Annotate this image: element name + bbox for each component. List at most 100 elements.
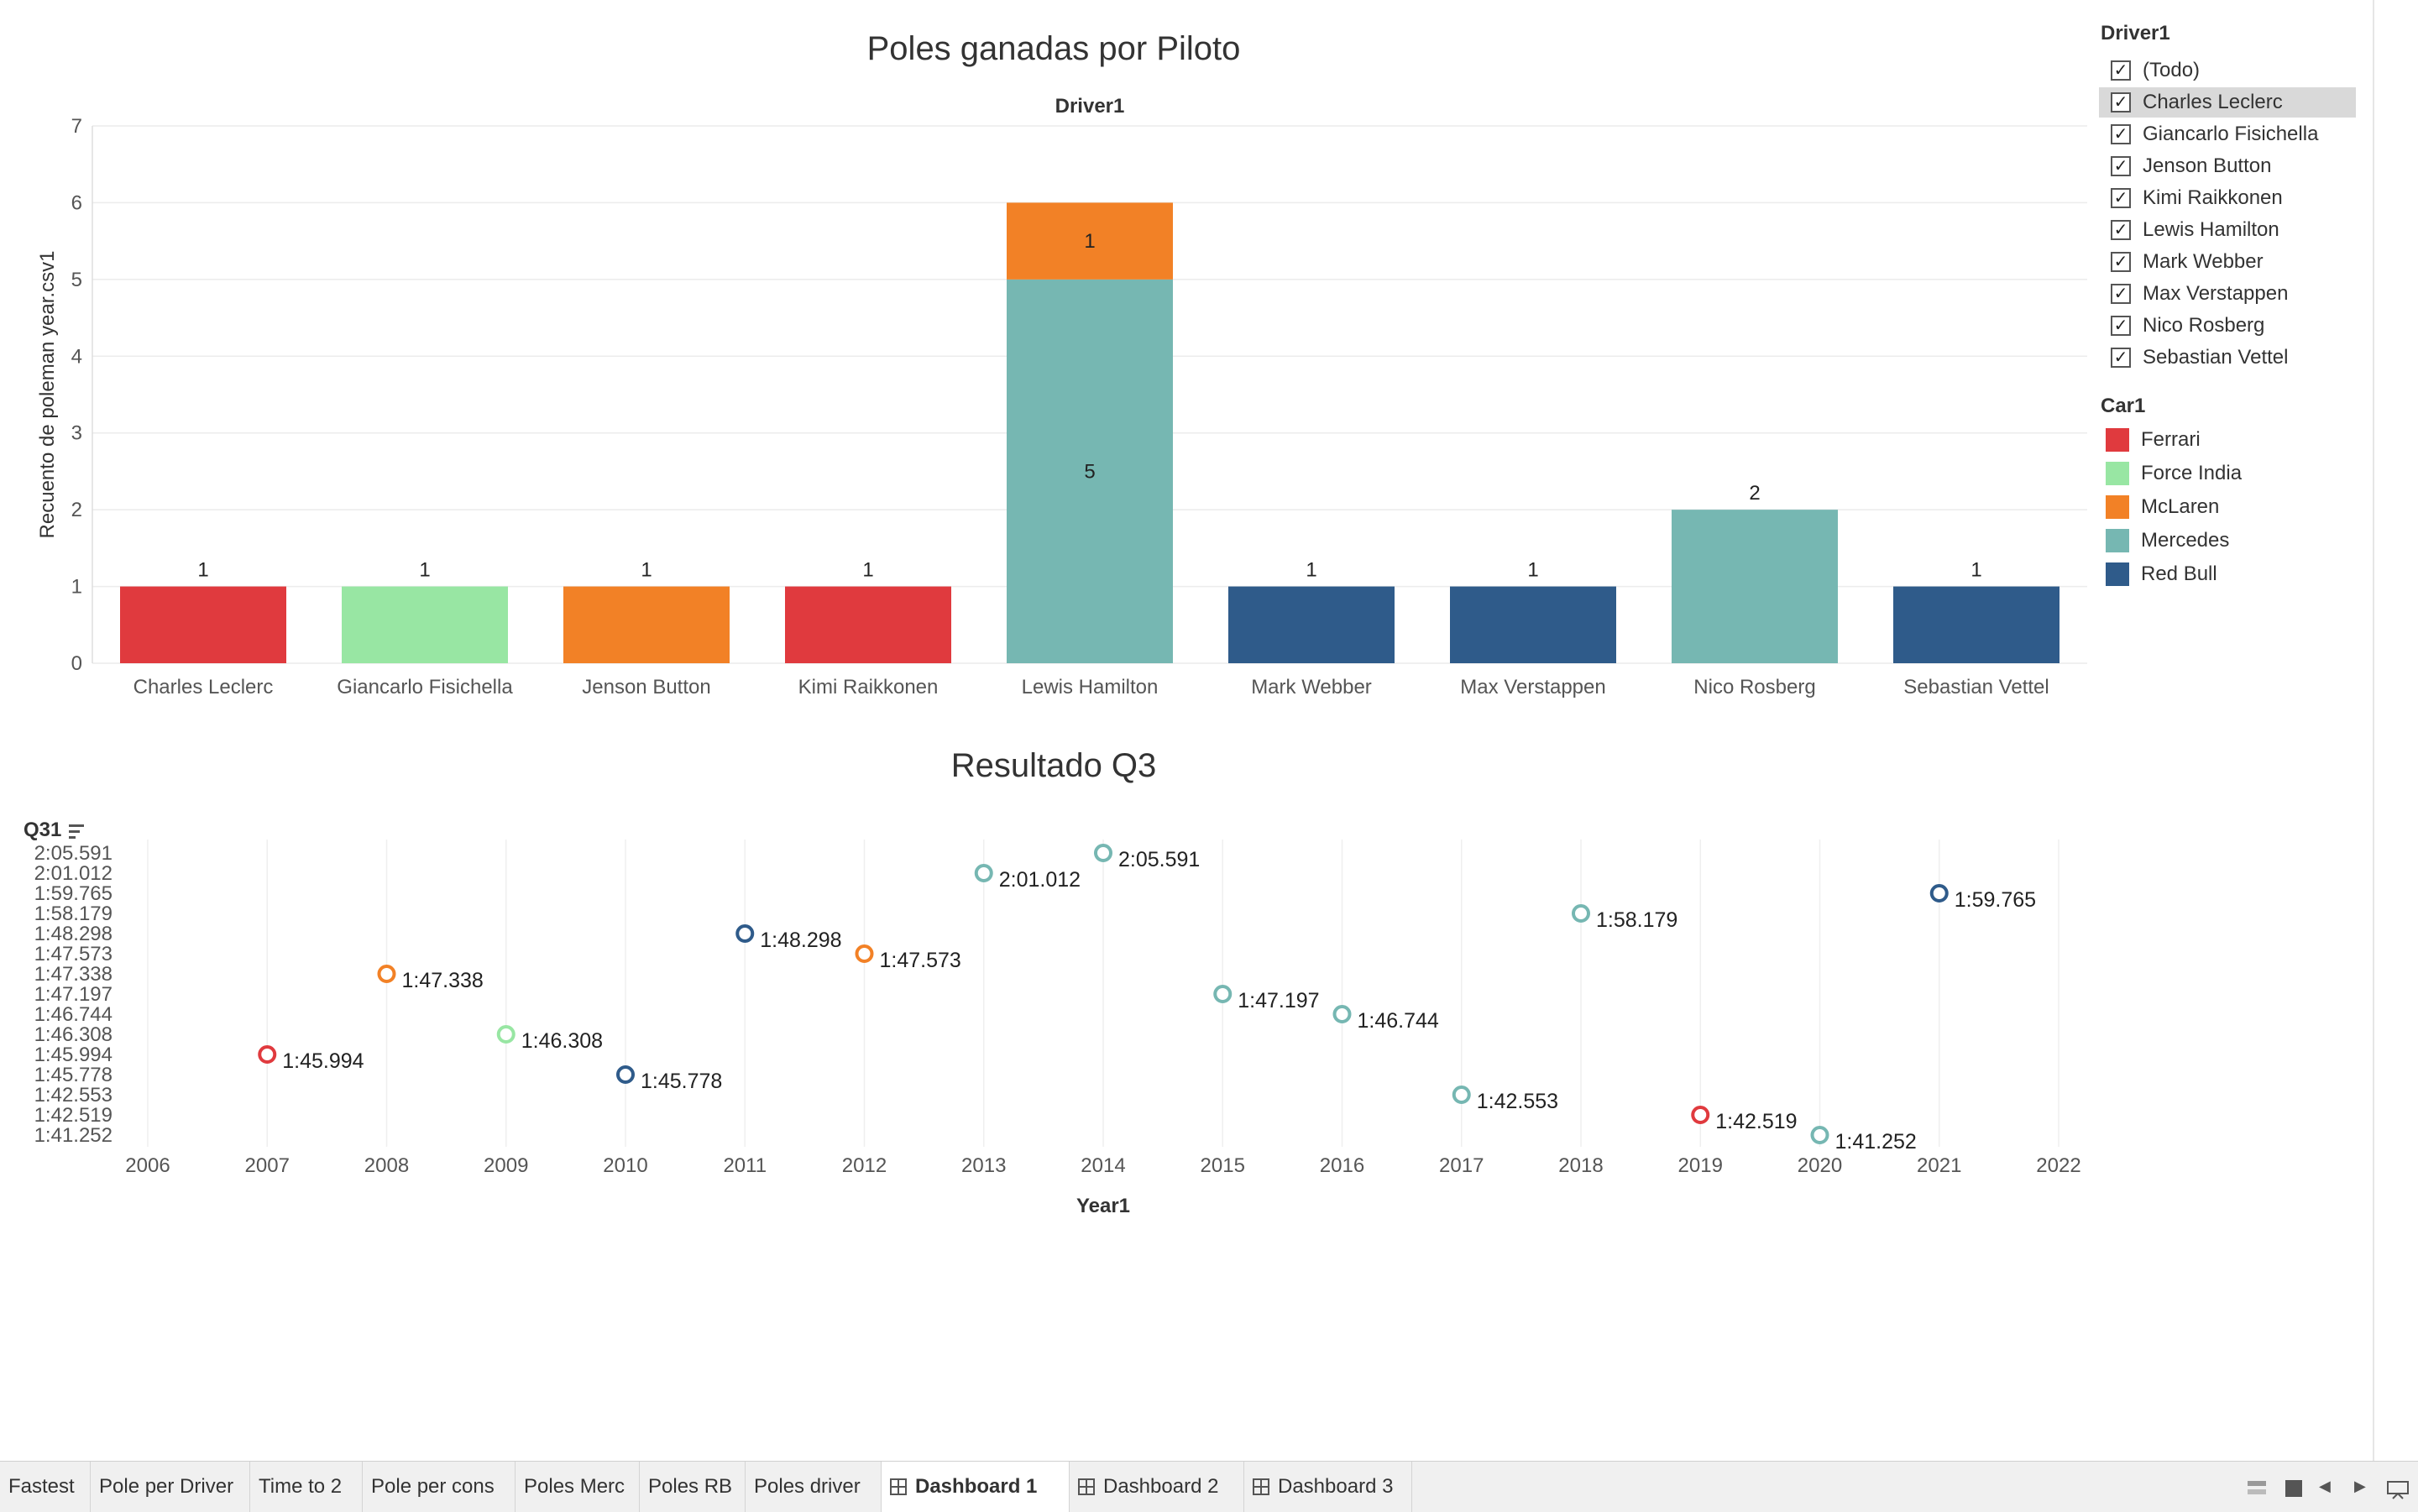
- grid-view-icon[interactable]: [2247, 1479, 2267, 1503]
- sheet-tab-label: Poles RB: [648, 1475, 733, 1498]
- checkbox-checked-icon[interactable]: ✓: [2111, 284, 2131, 304]
- bar-x-tick-label: Mark Webber: [1251, 676, 1372, 698]
- bar-segment: [1007, 279, 1173, 663]
- presentation-icon[interactable]: [2386, 1479, 2410, 1504]
- driver-filter-label: Charles Leclerc: [2143, 91, 2283, 113]
- checkbox-checked-icon[interactable]: ✓: [2111, 348, 2131, 368]
- sort-icon: [69, 824, 84, 839]
- driver-filter-item[interactable]: ✓ Mark Webber: [2099, 247, 2356, 277]
- driver-filter-item[interactable]: ✓ Nico Rosberg: [2099, 311, 2356, 341]
- scatter-y-tick-label: 1:48.298: [34, 923, 113, 945]
- sheet-tab[interactable]: Dashboard 2: [1070, 1462, 1244, 1512]
- driver-filter-label: Kimi Raikkonen: [2143, 186, 2283, 209]
- driver-filter-label: Nico Rosberg: [2143, 314, 2265, 337]
- car-legend-item[interactable]: Force India: [2106, 458, 2242, 489]
- checkbox-checked-icon[interactable]: ✓: [2111, 220, 2131, 240]
- bar-value-label: 1: [1306, 559, 1316, 582]
- car-legend-item[interactable]: Red Bull: [2106, 559, 2217, 589]
- scatter-chart-title: Resultado Q3: [950, 747, 1157, 784]
- driver-filter-item[interactable]: ✓ (Todo): [2099, 55, 2356, 86]
- sheet-tab[interactable]: Poles Merc: [516, 1462, 640, 1512]
- legend-swatch: [2106, 462, 2129, 485]
- scatter-point-label: 1:46.744: [1358, 1009, 1439, 1033]
- sheet-tab-label: Pole per cons: [371, 1475, 495, 1498]
- scatter-point: [974, 864, 993, 882]
- scatter-y-tick-label: 1:41.252: [34, 1124, 113, 1147]
- sheet-tab[interactable]: Pole per Driver: [91, 1462, 250, 1512]
- checkbox-checked-icon[interactable]: ✓: [2111, 252, 2131, 272]
- car-legend-label: Red Bull: [2141, 562, 2217, 585]
- sheet-tab[interactable]: Dashboard 3: [1244, 1462, 1412, 1512]
- sheet-tab[interactable]: Poles driver: [746, 1462, 882, 1512]
- checkbox-checked-icon[interactable]: ✓: [2111, 156, 2131, 176]
- scatter-point: [1332, 1005, 1352, 1023]
- bar-chart: Driver1 Recuento de poleman year.csv1 0 1 2 3…: [36, 95, 2087, 698]
- scatter-point-label: 1:47.573: [880, 949, 961, 972]
- sort-icon-bar: [69, 830, 80, 833]
- bar-x-tick-label: Sebastian Vettel: [1903, 676, 2049, 698]
- bar-segment: [1672, 510, 1838, 663]
- bar-chart-ylabel: Recuento de poleman year.csv1: [36, 251, 59, 539]
- bar-x-tick-label: Giancarlo Fisichella: [337, 676, 513, 698]
- bar-y-tick-label: 6: [71, 191, 82, 214]
- scatter-point-label: 1:47.197: [1238, 989, 1319, 1012]
- scatter-y-tick-label: 1:46.308: [34, 1023, 113, 1046]
- checkbox-checked-icon[interactable]: ✓: [2111, 188, 2131, 208]
- checkbox-checked-icon[interactable]: ✓: [2111, 60, 2131, 81]
- scatter-point-label: 2:05.591: [1118, 848, 1200, 871]
- scatter-point: [735, 924, 755, 943]
- driver-filter-item[interactable]: ✓ Lewis Hamilton: [2099, 215, 2356, 245]
- driver-filter-label: Max Verstappen: [2143, 282, 2289, 305]
- driver-filter-item[interactable]: ✓ Sebastian Vettel: [2099, 343, 2356, 373]
- scatter-x-tick-label: 2018: [1558, 1154, 1603, 1177]
- scatter-x-tick-label: 2017: [1439, 1154, 1484, 1177]
- scatter-point: [1929, 884, 1949, 902]
- bar-x-tick-label: Charles Leclerc: [133, 676, 274, 698]
- driver-filter-item[interactable]: ✓ Kimi Raikkonen: [2099, 183, 2356, 213]
- filmstrip-icon[interactable]: [2284, 1479, 2304, 1503]
- scatter-y-tick-label: 2:05.591: [34, 842, 113, 865]
- car-legend-label: Mercedes: [2141, 529, 2230, 552]
- sheet-tab[interactable]: Poles RB: [640, 1462, 746, 1512]
- checkbox-checked-icon[interactable]: ✓: [2111, 92, 2131, 112]
- dashboard-icon: [890, 1478, 907, 1495]
- driver-filter-item[interactable]: ✓ Charles Leclerc: [2099, 87, 2356, 118]
- driver-filter-title: Driver1: [2101, 22, 2170, 44]
- car-legend-label: Ferrari: [2141, 428, 2201, 451]
- scatter-point-label: 2:01.012: [999, 868, 1081, 892]
- driver-filter-item[interactable]: ✓ Max Verstappen: [2099, 279, 2356, 309]
- sort-icon-bar: [69, 824, 84, 827]
- bar-y-tick-label: 5: [71, 269, 82, 291]
- car-legend-item[interactable]: McLaren: [2106, 492, 2219, 522]
- bar-segment-label: 1: [1084, 230, 1095, 253]
- driver-filter-item[interactable]: ✓ Giancarlo Fisichella: [2099, 119, 2356, 149]
- dashboard-icon: [1078, 1478, 1095, 1495]
- bar-y-tick-label: 2: [71, 499, 82, 521]
- checkbox-checked-icon[interactable]: ✓: [2111, 316, 2131, 336]
- scatter-point: [1213, 985, 1233, 1003]
- scatter-point: [1691, 1106, 1710, 1124]
- scatter-x-tick-label: 2010: [603, 1154, 647, 1177]
- sheet-tab-label: Poles Merc: [524, 1475, 625, 1498]
- sheet-tab[interactable]: Time to 2: [250, 1462, 363, 1512]
- next-sheet-icon[interactable]: ▶: [2354, 1478, 2366, 1494]
- bar-x-tick-label: Nico Rosberg: [1693, 676, 1815, 698]
- driver-filter-item[interactable]: ✓ Jenson Button: [2099, 151, 2356, 181]
- dashboard-icon: [1253, 1478, 1269, 1495]
- scatter-point: [258, 1045, 277, 1064]
- sheet-tab[interactable]: Fastest: [0, 1462, 91, 1512]
- sheet-tab[interactable]: Pole per cons: [363, 1462, 516, 1512]
- scatter-field-label: Q31: [24, 819, 61, 841]
- scatter-chart: Q311:41.2521:42.5191:42.5531:45.7781:45.…: [24, 819, 2081, 1217]
- bar-x-tick-label: Jenson Button: [582, 676, 710, 698]
- scatter-x-tick-label: 2011: [723, 1154, 767, 1177]
- car-legend-label: Force India: [2141, 462, 2243, 484]
- scatter-x-tick-label: 2007: [245, 1154, 290, 1177]
- prev-sheet-icon[interactable]: ◀: [2319, 1478, 2331, 1494]
- car-legend-item[interactable]: Ferrari: [2106, 425, 2201, 455]
- scatter-y-tick-label: 1:46.744: [34, 1003, 113, 1026]
- bar-segment: [1450, 586, 1616, 663]
- car-legend-item[interactable]: Mercedes: [2106, 526, 2229, 556]
- checkbox-checked-icon[interactable]: ✓: [2111, 124, 2131, 144]
- sheet-tab[interactable]: Dashboard 1: [882, 1462, 1070, 1512]
